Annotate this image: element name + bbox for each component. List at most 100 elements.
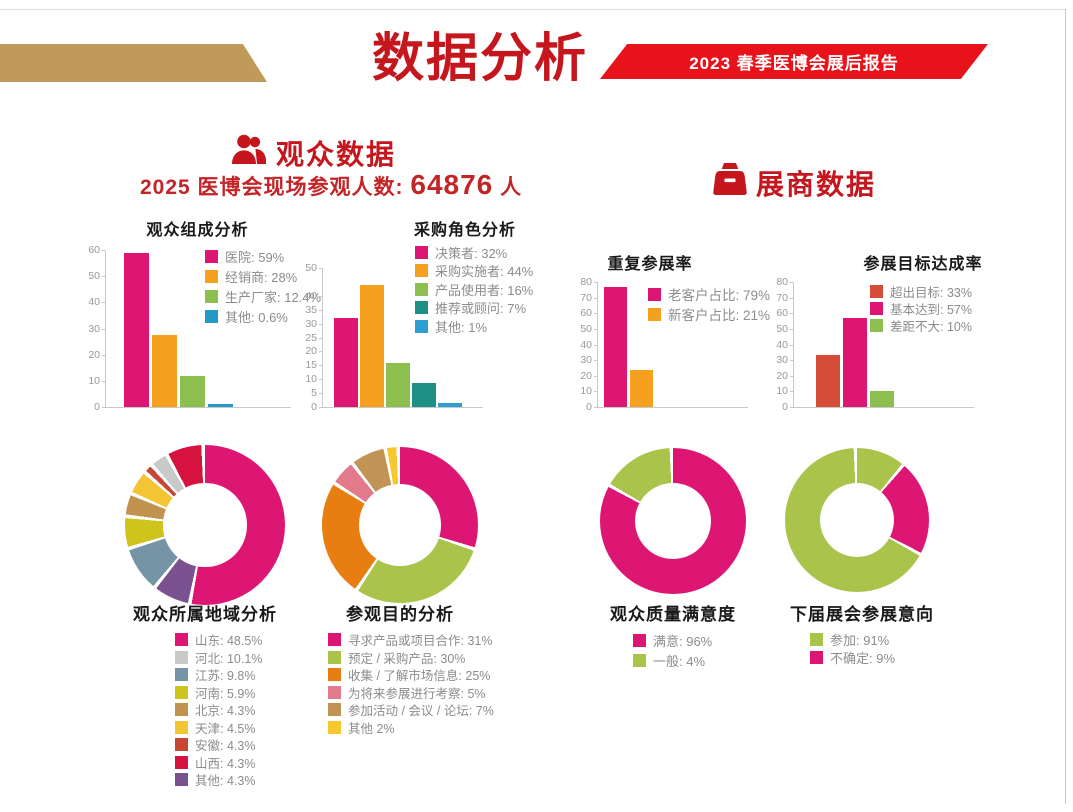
- y-axis-tick-label: 10: [305, 373, 317, 386]
- chart-title: 重复参展率: [607, 256, 693, 273]
- chart-legend: 决策者: 32% 采购实施者: 44% 产品使用者: 16% 推荐或顾问: 7% 其他:…: [415, 243, 533, 336]
- chart-legend: 老客户占比: 79% 新客户占比: 21%: [648, 284, 770, 324]
- legend-swatch: [175, 773, 188, 787]
- legend-label: 河北: 10.1%: [195, 651, 263, 666]
- legend-item: 天津: 4.5%: [175, 719, 262, 737]
- legend-item: 其他: 1%: [415, 317, 533, 336]
- legend-swatch: [175, 703, 188, 717]
- bar-基本达到: [843, 317, 867, 407]
- plot-area: 0 10 20 30 40 50 60 70 80: [580, 276, 748, 413]
- legend-label: 满意: 96%: [653, 633, 713, 649]
- legend-item: 北京: 4.3%: [175, 701, 262, 719]
- y-axis-tick-label: 0: [586, 401, 592, 413]
- legend-item: 预定 / 采购产品: 30%: [328, 649, 494, 667]
- y-axis-tick-mark: [319, 407, 323, 408]
- y-axis-tick-mark: [594, 360, 598, 362]
- legend-swatch: [175, 738, 188, 752]
- page-top-border: [0, 9, 1066, 10]
- legend-swatch: [633, 633, 646, 647]
- legend-swatch: [205, 269, 218, 283]
- chart-next-show-intention: 下届展会参展意向 参加: 91% 不确定: 9%: [785, 448, 1025, 748]
- chart-title: 观众质量满意度: [610, 605, 736, 624]
- bar-新客户占比: [630, 369, 653, 407]
- legend-label: 其他 2%: [348, 721, 395, 736]
- legend-item: 产品使用者: 16%: [415, 280, 533, 299]
- y-axis-tick-mark: [102, 354, 106, 356]
- legend-label: 决策者: 32%: [435, 245, 508, 261]
- y-axis-tick-mark: [790, 407, 794, 408]
- legend-swatch: [870, 319, 883, 332]
- donut-hole: [359, 484, 441, 566]
- y-axis-tick-mark: [102, 302, 106, 304]
- y-axis-tick-mark: [594, 391, 598, 393]
- y-axis-tick-mark: [102, 250, 106, 251]
- chart-quality-satisfaction: 观众质量满意度 满意: 96% 一般: 4%: [600, 448, 840, 748]
- legend-item: 满意: 96%: [633, 630, 712, 650]
- y-axis-tick-label: 70: [776, 291, 788, 304]
- y-axis-tick-label: 10: [580, 385, 592, 398]
- y-axis-tick-mark: [594, 407, 598, 408]
- visitor-count-number: 64876: [410, 169, 494, 200]
- bar-差距不大: [870, 391, 894, 407]
- y-axis-tick-label: 30: [580, 354, 592, 367]
- y-axis-tick-label: 80: [776, 276, 788, 288]
- y-axis-tick-mark: [594, 313, 598, 315]
- legend-label: 江苏: 9.8%: [195, 669, 256, 684]
- y-axis-tick-mark: [790, 297, 794, 299]
- legend-item: 参加活动 / 会议 / 论坛: 7%: [328, 701, 494, 719]
- legend-label: 医院: 59%: [225, 249, 285, 265]
- legend-label: 参加活动 / 会议 / 论坛: 7%: [348, 704, 494, 719]
- y-axis-tick-label: 80: [580, 276, 592, 288]
- chart-purchasing-role: 采购角色分析 0 5 10 15 20 25 30 35 40 50 决策者: 32% 采购实施者:…: [300, 216, 545, 426]
- legend-item: 差距不大: 10%: [870, 317, 972, 334]
- y-axis-tick-mark: [319, 351, 323, 353]
- y-axis-tick-mark: [102, 276, 106, 278]
- y-axis-tick-mark: [790, 391, 794, 393]
- legend-item: 经销商: 28%: [205, 266, 321, 286]
- chart-legend: 参加: 91% 不确定: 9%: [810, 630, 895, 666]
- legend-item: 生产厂家: 12.4%: [205, 286, 321, 306]
- y-axis-tick-mark: [102, 328, 106, 330]
- legend-swatch: [415, 245, 428, 259]
- legend-label: 山西: 4.3%: [195, 756, 256, 771]
- y-axis-tick-label: 20: [776, 369, 788, 382]
- audience-section-title: 观众数据: [276, 139, 397, 170]
- legend-swatch: [175, 650, 188, 664]
- y-axis-tick-label: 30: [305, 317, 317, 330]
- y-axis-tick-mark: [790, 360, 794, 362]
- legend-swatch: [328, 650, 341, 664]
- legend-swatch: [870, 285, 883, 298]
- legend-item: 河南: 5.9%: [175, 684, 262, 702]
- donut-hole: [635, 483, 711, 559]
- y-axis-tick-label: 50: [776, 322, 788, 335]
- legend-label: 为将来参展进行考察: 5%: [348, 686, 486, 701]
- donut-ring: [600, 448, 746, 594]
- bar-决策者: [334, 318, 358, 407]
- y-axis-tick-mark: [102, 407, 106, 408]
- visitor-count-suffix: 人: [500, 176, 523, 199]
- legend-swatch: [415, 264, 428, 278]
- y-axis-tick-label: 60: [776, 307, 788, 320]
- legend-label: 老客户占比: 79%: [668, 288, 771, 303]
- legend-swatch: [870, 302, 883, 315]
- page-right-border: [1065, 9, 1066, 804]
- legend-label: 预定 / 采购产品: 30%: [348, 651, 466, 666]
- y-axis-tick-mark: [594, 328, 598, 330]
- legend-label: 其他: 1%: [435, 319, 488, 335]
- legend-item: 收集 / 了解市场信息: 25%: [328, 666, 494, 684]
- y-axis-tick-mark: [790, 328, 794, 330]
- legend-swatch: [175, 633, 188, 647]
- legend-item: 山西: 4.3%: [175, 754, 262, 772]
- exhibitor-icon: [712, 161, 748, 202]
- legend-swatch: [648, 307, 661, 321]
- legend-swatch: [633, 653, 646, 667]
- chart-legend: 满意: 96% 一般: 4%: [633, 630, 712, 670]
- y-axis-tick-label: 60: [580, 307, 592, 320]
- audience-icon: [232, 134, 268, 171]
- y-axis-tick-label: 60: [88, 244, 100, 256]
- page-title: 数据分析: [371, 30, 588, 88]
- bar-其他: [438, 402, 462, 407]
- legend-label: 其他: 4.3%: [195, 774, 256, 789]
- y-axis-tick-mark: [102, 380, 106, 382]
